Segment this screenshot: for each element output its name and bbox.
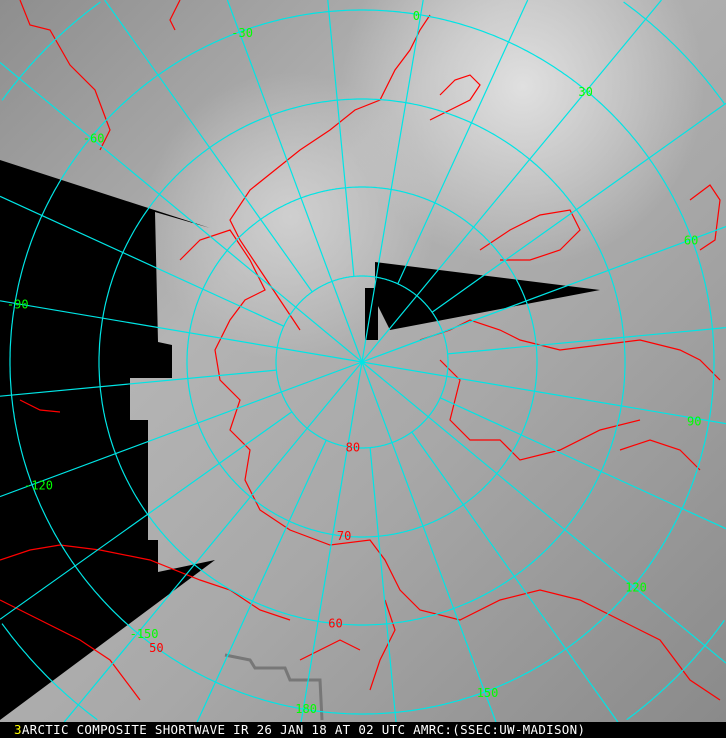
meridian-line bbox=[0, 62, 363, 363]
longitude-label: 30 bbox=[578, 85, 592, 99]
meridian-line bbox=[361, 361, 497, 722]
meridian-line bbox=[0, 300, 363, 363]
longitude-label: 90 bbox=[687, 415, 701, 429]
no-data-region bbox=[0, 160, 215, 720]
meridian-line bbox=[0, 369, 277, 397]
longitude-label: -60 bbox=[83, 132, 105, 146]
coastline bbox=[19, 0, 111, 151]
graticule-labels: -30 0 30 -60 60 -90 90 -120 120 -150 150 180 80 70 60 5… bbox=[7, 9, 702, 716]
longitude-label: 0 bbox=[413, 9, 420, 23]
coastline bbox=[0, 544, 291, 621]
latitude-label: 70 bbox=[337, 529, 351, 543]
latitude-label: 80 bbox=[346, 441, 360, 455]
caption-text: ARCTIC COMPOSITE SHORTWAVE IR 26 JAN 18 … bbox=[21, 722, 586, 737]
latitude-circle-80 bbox=[275, 275, 449, 449]
meridian-line bbox=[63, 361, 363, 722]
meridian-line bbox=[397, 0, 529, 285]
coastline bbox=[479, 209, 581, 261]
meridian-line bbox=[226, 0, 363, 363]
image-caption: 3ARCTIC COMPOSITE SHORTWAVE IR 26 JAN 18… bbox=[0, 722, 726, 738]
arctic-composite-map: -30 0 30 -60 60 -90 90 -120 120 -150 150 180 80 70 60 5… bbox=[0, 0, 726, 722]
longitude-label: -90 bbox=[7, 297, 29, 311]
coastline bbox=[619, 439, 701, 471]
longitude-label: -120 bbox=[24, 479, 53, 493]
latitude-circle-70 bbox=[186, 186, 538, 538]
meridian-line bbox=[300, 361, 363, 722]
meridian-line bbox=[327, 0, 355, 277]
meridian-line bbox=[104, 0, 313, 293]
meridian-line bbox=[0, 411, 293, 620]
coastline bbox=[439, 359, 641, 461]
graticule bbox=[0, 0, 726, 722]
meridian-line bbox=[361, 226, 726, 363]
latitude-circle-40 bbox=[1, 1, 725, 721]
coastline bbox=[299, 639, 361, 661]
meridian-line bbox=[361, 361, 726, 664]
coastline bbox=[689, 184, 721, 251]
latitude-circle-60 bbox=[98, 98, 626, 626]
coastline bbox=[419, 319, 721, 381]
coastline bbox=[0, 599, 141, 701]
longitude-label: -30 bbox=[231, 26, 253, 40]
boundary-line bbox=[224, 653, 324, 721]
meridian-line bbox=[361, 0, 424, 363]
coastline bbox=[169, 0, 181, 31]
coastline bbox=[19, 399, 61, 413]
meridian-line bbox=[369, 447, 397, 722]
meridian-line bbox=[196, 439, 327, 722]
meridian-line bbox=[0, 195, 285, 327]
meridian-line bbox=[361, 0, 662, 363]
meridian-line bbox=[447, 327, 726, 355]
latitude-circle-50 bbox=[9, 9, 715, 715]
meridian-line bbox=[411, 431, 619, 722]
meridian-line bbox=[361, 361, 726, 425]
longitude-label: 180 bbox=[295, 702, 317, 716]
coastline bbox=[229, 14, 431, 331]
meridian-line bbox=[0, 361, 363, 498]
longitude-label: 60 bbox=[684, 233, 698, 247]
longitude-label: -150 bbox=[130, 627, 159, 641]
longitude-label: 150 bbox=[477, 686, 499, 700]
frame-number: 3 bbox=[14, 722, 22, 737]
latitude-label: 50 bbox=[149, 641, 163, 655]
coastline bbox=[179, 229, 721, 701]
latitude-label: 60 bbox=[328, 617, 342, 631]
coastlines bbox=[0, 0, 721, 721]
meridian-line bbox=[439, 397, 726, 530]
coastline bbox=[429, 74, 481, 121]
longitude-label: 120 bbox=[625, 580, 647, 594]
coastline bbox=[369, 599, 396, 691]
meridian-line bbox=[431, 102, 726, 313]
